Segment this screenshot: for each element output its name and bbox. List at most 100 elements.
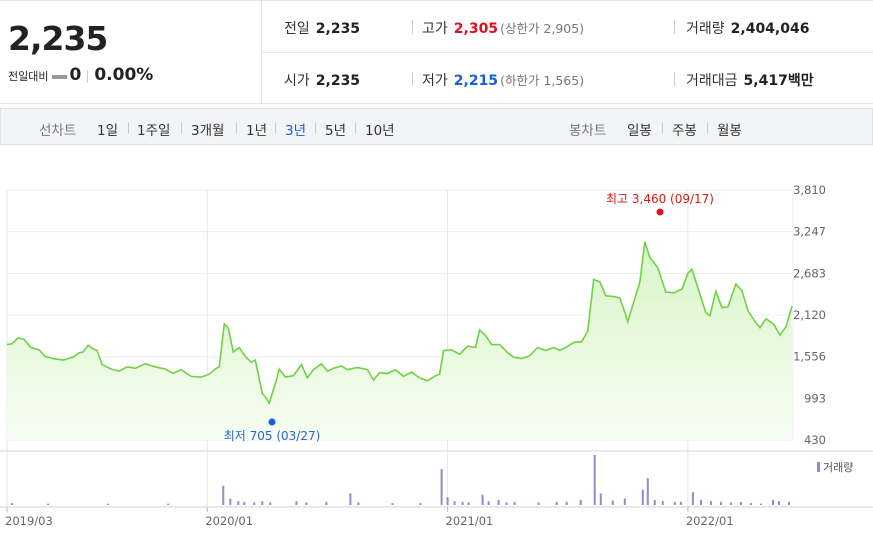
stat-label: 고가 <box>422 21 448 37</box>
stat-label: 시가 <box>284 73 310 89</box>
upper-limit: (상한가 2,905) <box>500 21 585 36</box>
change-percent: 0.00% <box>94 65 154 85</box>
divider <box>674 20 675 34</box>
volume-bar <box>325 501 328 505</box>
y-tick-label: 3,810 <box>793 183 826 197</box>
divider <box>275 122 276 134</box>
y-tick-label: 1,556 <box>793 350 826 364</box>
volume-bar <box>497 499 500 505</box>
stat-value: 5,417 <box>743 73 788 89</box>
x-tick-label: 2019/03 <box>5 514 53 528</box>
volume-bar <box>555 501 558 505</box>
volume-bar <box>107 503 110 505</box>
volume-bar <box>167 503 170 505</box>
volume-bar <box>253 502 256 505</box>
volume-bar <box>641 489 644 505</box>
volume-bar <box>419 503 422 505</box>
volume-bar <box>295 501 298 505</box>
stat-value: 2,235 <box>315 21 361 37</box>
stats-divider <box>262 52 873 53</box>
stat-unit: 백만 <box>787 73 814 89</box>
volume-bar <box>749 503 752 505</box>
divider <box>87 70 89 83</box>
volume-bar <box>261 501 264 505</box>
volume-bar <box>739 501 742 505</box>
low-annotation: 최저 705 (03/27) <box>224 429 321 443</box>
volume-bar <box>788 501 790 505</box>
volume-bar <box>481 494 484 505</box>
stat-value: 2,305 <box>453 21 499 37</box>
volume-bar <box>623 498 626 505</box>
volume-bar <box>453 501 456 505</box>
volume-bar <box>11 503 13 505</box>
volume-bar <box>440 469 443 505</box>
tab-1w[interactable]: 1주일 <box>137 123 171 139</box>
divider <box>412 20 413 34</box>
volume-bar <box>709 501 712 505</box>
volume-bar <box>579 499 582 505</box>
period-tab-bar: 선차트 1일 1주일 3개월 1년 3년 5년 10년 봉차트 일봉 주봉 월봉 <box>0 108 873 145</box>
volume-bar <box>661 501 664 505</box>
volume-bar <box>243 501 246 505</box>
volume-bar <box>729 502 732 505</box>
tab-1y[interactable]: 1년 <box>246 123 268 139</box>
volume-bar <box>537 502 540 505</box>
stat-volume: 거래량 2,404,046 <box>686 18 809 38</box>
volume-bar <box>222 485 225 505</box>
low-marker <box>268 418 276 426</box>
tab-weekly[interactable]: 주봉 <box>672 123 697 139</box>
price-area <box>7 241 792 440</box>
volume-bar <box>719 501 722 505</box>
tab-daily[interactable]: 일봉 <box>627 123 652 139</box>
stat-label: 전일 <box>284 21 310 37</box>
volume-bar <box>611 500 614 505</box>
y-tick-label: 430 <box>804 433 826 447</box>
stat-value: 2,215 <box>453 73 499 89</box>
divider <box>128 122 129 134</box>
volume-bar <box>505 502 508 505</box>
volume-bar <box>47 503 50 505</box>
volume-bar <box>565 501 568 505</box>
high-marker <box>656 208 664 216</box>
divider <box>707 122 708 134</box>
volume-legend-label: 거래량 <box>823 461 853 474</box>
price-line <box>6 241 793 405</box>
stat-amount: 거래대금 5,417백만 <box>686 70 814 90</box>
current-price: 2,235 <box>8 19 108 58</box>
tab-5y[interactable]: 5년 <box>325 123 347 139</box>
volume-bar <box>699 499 702 505</box>
volume-bar <box>446 497 449 505</box>
tab-3y[interactable]: 3년 <box>285 123 307 139</box>
volume-bar <box>513 501 516 505</box>
stat-open: 시가 2,235 <box>284 70 360 90</box>
stat-prev-close: 전일 2,235 <box>284 18 360 38</box>
stat-value: 2,404,046 <box>730 21 810 37</box>
price-box: 2,235 전일대비 0 0.00% <box>0 1 262 104</box>
volume-bar <box>357 502 360 505</box>
candle-chart-label: 봉차트 <box>569 123 607 139</box>
volume-bar <box>653 499 656 505</box>
volume-bar <box>760 503 762 505</box>
volume-bar <box>349 493 352 505</box>
quote-summary: 2,235 전일대비 0 0.00% 전일 2,235 고가 2,305 (상한가 2,9… <box>0 0 873 104</box>
volume-bar <box>467 502 470 505</box>
stat-low: 저가 2,215 (하한가 1,565) <box>422 70 584 90</box>
divider <box>181 122 182 134</box>
volume-bar <box>391 503 394 505</box>
quote-stats: 전일 2,235 고가 2,305 (상한가 2,905) 거래량 2,404,046 … <box>262 1 873 104</box>
tab-3m[interactable]: 3개월 <box>191 123 225 139</box>
volume-bar <box>487 501 490 505</box>
x-tick-label: 2020/01 <box>205 514 253 528</box>
volume-bar <box>778 501 780 505</box>
volume-bar <box>599 493 602 505</box>
tab-monthly[interactable]: 월봉 <box>717 123 742 139</box>
volume-bar <box>593 455 596 505</box>
x-tick-label: 2021/01 <box>446 514 494 528</box>
change-row: 전일대비 0 0.00% <box>8 65 153 85</box>
tab-1d[interactable]: 1일 <box>97 123 119 139</box>
change-value: 0 <box>69 65 82 85</box>
lower-limit: (하한가 1,565) <box>500 73 585 88</box>
volume-bars: 거래량 <box>11 455 853 505</box>
tab-10y[interactable]: 10년 <box>365 123 395 139</box>
